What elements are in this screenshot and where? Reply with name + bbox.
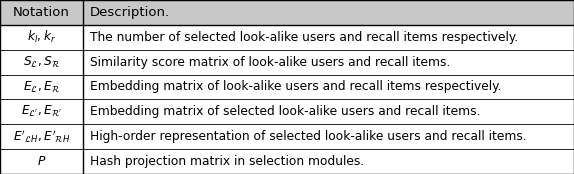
Bar <box>0 50 574 75</box>
Text: Similarity score matrix of look-alike users and recall items.: Similarity score matrix of look-alike us… <box>90 56 451 69</box>
Text: High-order representation of selected look-alike users and recall items.: High-order representation of selected lo… <box>90 130 527 143</box>
Text: $E_{\mathcal{L}'}, E_{\mathcal{R}'}$: $E_{\mathcal{L}'}, E_{\mathcal{R}'}$ <box>21 104 62 119</box>
Text: Embedding matrix of selected look-alike users and recall items.: Embedding matrix of selected look-alike … <box>90 105 480 118</box>
Bar <box>0 75 574 99</box>
Bar <box>0 149 574 174</box>
Text: $P$: $P$ <box>37 155 46 168</box>
Text: $E'_{\mathcal{L}H}, E'_{\mathcal{R}H}$: $E'_{\mathcal{L}H}, E'_{\mathcal{R}H}$ <box>13 128 70 145</box>
Text: Embedding matrix of look-alike users and recall items respectively.: Embedding matrix of look-alike users and… <box>90 81 502 93</box>
Text: $S_{\mathcal{L}}, S_{\mathcal{R}}$: $S_{\mathcal{L}}, S_{\mathcal{R}}$ <box>23 55 60 70</box>
Text: Hash projection matrix in selection modules.: Hash projection matrix in selection modu… <box>90 155 364 168</box>
Text: $k_l, k_r$: $k_l, k_r$ <box>27 29 56 45</box>
Bar <box>0 124 574 149</box>
Text: The number of selected look-alike users and recall items respectively.: The number of selected look-alike users … <box>90 31 518 44</box>
Text: Description.: Description. <box>90 6 170 19</box>
Text: Notation: Notation <box>13 6 70 19</box>
Bar <box>0 0 574 25</box>
Text: $E_{\mathcal{L}}, E_{\mathcal{R}}$: $E_{\mathcal{L}}, E_{\mathcal{R}}$ <box>23 80 60 94</box>
Bar <box>0 99 574 124</box>
Bar <box>0 25 574 50</box>
